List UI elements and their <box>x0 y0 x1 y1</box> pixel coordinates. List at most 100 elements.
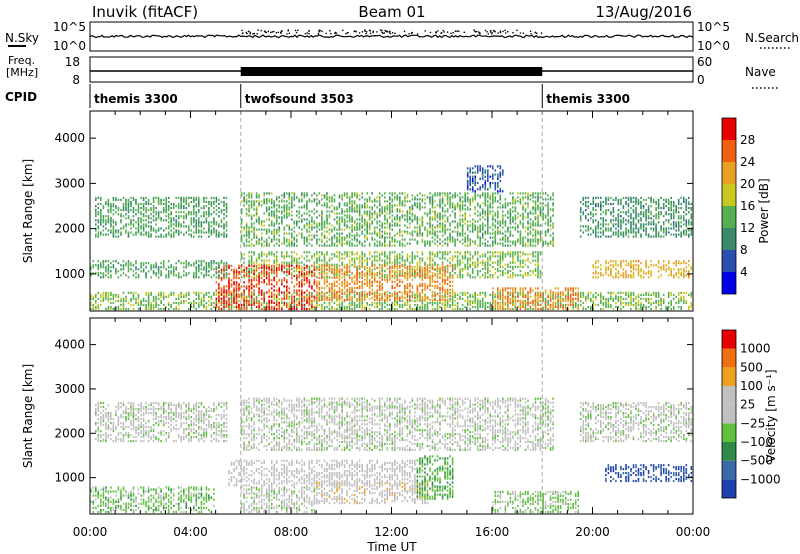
heatmap-cell <box>172 202 175 206</box>
heatmap-cell <box>492 202 494 205</box>
heatmap-cell <box>436 299 439 303</box>
heatmap-cell <box>291 251 293 254</box>
heatmap-cell <box>157 198 160 201</box>
heatmap-cell <box>177 202 180 206</box>
heatmap-cell <box>185 293 188 296</box>
heatmap-cell <box>512 198 514 201</box>
heatmap-cell <box>268 228 270 231</box>
noise-search-point <box>325 32 328 35</box>
heatmap-cell <box>446 198 449 201</box>
heatmap-cell <box>343 305 346 309</box>
heatmap-cell <box>338 218 341 221</box>
heatmap-cell <box>348 202 351 205</box>
heatmap-cell <box>110 211 112 214</box>
heatmap-cell <box>115 295 117 298</box>
heatmap-cell <box>281 255 283 258</box>
heatmap-cell <box>384 255 386 258</box>
heatmap-cell <box>381 253 383 256</box>
heatmap-cell <box>514 206 517 209</box>
heatmap-cell <box>308 226 311 229</box>
heatmap-cell <box>539 240 542 243</box>
heatmap-cell <box>205 219 208 222</box>
heatmap-cell <box>316 259 318 262</box>
heatmap-cell <box>293 291 296 294</box>
heatmap-cell <box>497 261 499 264</box>
heatmap-cell <box>253 234 255 237</box>
heatmap-cell <box>248 206 250 209</box>
heatmap-cell <box>439 251 441 254</box>
heatmap-cell <box>502 218 504 221</box>
heatmap-cell <box>152 211 155 214</box>
heatmap-cell <box>647 297 650 300</box>
heatmap-cell <box>208 200 210 204</box>
heatmap-cell <box>406 307 409 311</box>
heatmap-cell <box>110 223 112 226</box>
heatmap-cell <box>275 251 278 254</box>
heatmap-cell <box>260 259 263 262</box>
heatmap-cell <box>142 213 145 216</box>
heatmap-cell <box>509 253 512 256</box>
heatmap-cell <box>444 257 446 260</box>
heatmap-cell <box>645 299 647 303</box>
heatmap-cell <box>552 198 554 201</box>
heatmap-cell <box>419 299 421 303</box>
heatmap-cell <box>308 265 311 268</box>
heatmap-cell <box>331 204 333 207</box>
heatmap-cell <box>100 211 102 214</box>
heatmap-cell <box>150 202 152 206</box>
heatmap-cell <box>499 261 502 264</box>
heatmap-cell <box>270 287 273 290</box>
heatmap-cell <box>396 307 399 311</box>
noise-search-point <box>256 32 259 35</box>
heatmap-cell <box>517 255 519 258</box>
heatmap-cell <box>557 297 559 300</box>
heatmap-cell <box>336 228 338 231</box>
heatmap-cell <box>331 307 333 311</box>
heatmap-cell <box>436 230 439 233</box>
heatmap-cell <box>487 270 489 273</box>
heatmap-cell <box>215 297 218 300</box>
heatmap-cell <box>429 198 431 201</box>
heatmap-cell <box>190 223 193 226</box>
heatmap-cell <box>308 234 311 237</box>
heatmap-cell <box>547 224 549 227</box>
noise-search-point <box>454 30 457 32</box>
heatmap-cell <box>368 198 371 201</box>
heatmap-cell <box>607 297 610 300</box>
heatmap-cell <box>449 297 451 300</box>
heatmap-cell <box>677 299 680 303</box>
heatmap-cell <box>235 283 238 286</box>
heatmap-cell <box>286 214 288 217</box>
heatmap-cell <box>253 230 255 233</box>
heatmap-cell <box>170 217 172 220</box>
heatmap-cell <box>265 259 268 262</box>
heatmap-cell <box>366 230 368 233</box>
heatmap-cell <box>464 244 466 247</box>
heatmap-cell <box>381 236 383 239</box>
heatmap-cell <box>283 303 286 306</box>
heatmap-cell <box>165 202 167 206</box>
heatmap-cell <box>401 200 404 203</box>
heatmap-cell <box>683 299 685 303</box>
freq-left-label-2: [MHz] <box>6 66 38 79</box>
heatmap-cell <box>474 220 476 223</box>
heatmap-cell <box>102 299 105 303</box>
noise-search-point <box>497 32 499 34</box>
heatmap-cell <box>434 242 436 245</box>
heatmap-cell <box>225 299 228 302</box>
heatmap-cell <box>512 192 514 195</box>
heatmap-cell <box>441 228 444 231</box>
heatmap-cell <box>487 216 489 219</box>
heatmap-cell <box>353 208 356 211</box>
heatmap-cell <box>389 226 391 229</box>
heatmap-cell <box>680 297 682 300</box>
heatmap-cell <box>449 214 451 217</box>
heatmap-cell <box>368 216 371 219</box>
heatmap-cell <box>240 276 243 279</box>
heatmap-cell <box>476 234 479 237</box>
heatmap-cell <box>253 232 255 235</box>
heatmap-cell <box>371 200 373 203</box>
heatmap-cell <box>514 305 517 309</box>
heatmap-cell <box>167 303 170 307</box>
